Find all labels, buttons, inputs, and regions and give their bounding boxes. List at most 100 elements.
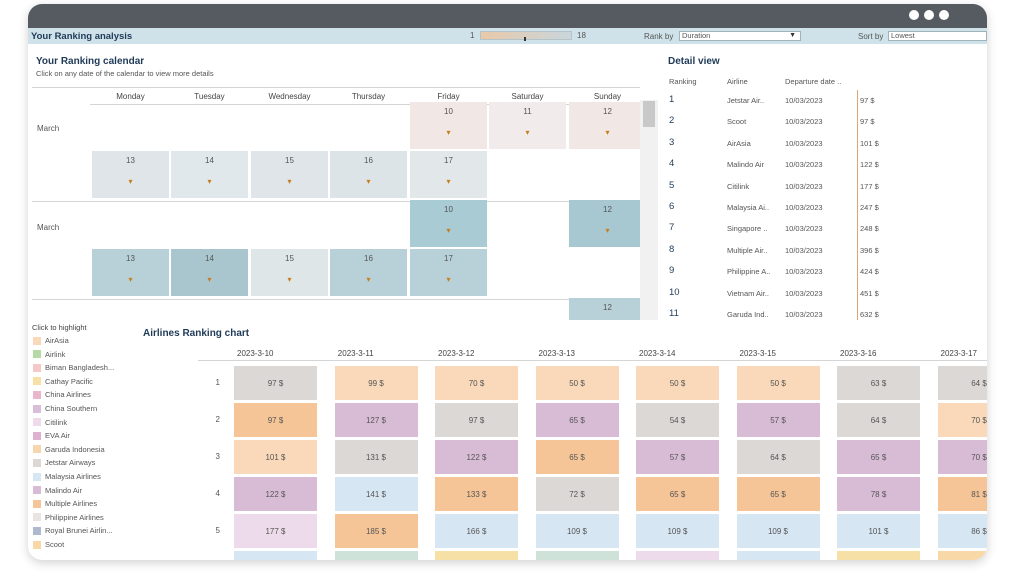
ranking-cell[interactable]: 185 $ <box>334 514 418 548</box>
calendar-day-cell[interactable]: 16 ▾ <box>330 249 407 296</box>
ranking-cell[interactable]: 65 $ <box>636 477 719 511</box>
day-header-thursday: Thursday <box>351 92 386 101</box>
detail-departure-date: 10/03/2023 <box>785 138 823 148</box>
ranking-cell[interactable]: 50 $ <box>636 366 719 400</box>
calendar-day-cell[interactable]: 12 <box>569 298 646 320</box>
ranking-cell[interactable]: 78 $ <box>837 477 920 511</box>
legend-swatch <box>33 418 41 427</box>
rank-row-label: 2 <box>215 415 220 424</box>
ranking-cell[interactable]: 70 $ <box>435 366 518 400</box>
calendar-day-cell[interactable]: 16 ▾ <box>330 151 407 198</box>
ranking-cell[interactable]: 97 $ <box>234 366 317 400</box>
calendar-day-cell[interactable]: 13 ▾ <box>92 249 169 296</box>
ranking-cell[interactable]: 141 $ <box>334 477 418 511</box>
legend-item[interactable]: China Airlines <box>33 390 91 399</box>
ranking-cell[interactable]: 122 $ <box>435 440 518 474</box>
day-number: 13 <box>126 156 135 165</box>
legend-item[interactable]: Citilink <box>33 418 67 427</box>
sort-by-select[interactable]: Lowest <box>888 31 987 41</box>
legend-item[interactable]: Malindo Air <box>33 486 82 495</box>
calendar-day-cell[interactable]: 11 ▾ <box>489 102 566 149</box>
ranking-cell[interactable]: 131 $ <box>334 440 418 474</box>
detail-price: 248 $ <box>860 224 879 234</box>
ranking-cell[interactable] <box>837 551 920 560</box>
slider-handle[interactable] <box>524 37 526 41</box>
ranking-cell[interactable]: 99 $ <box>334 366 418 400</box>
ranking-cell[interactable] <box>636 551 719 560</box>
calendar-day-cell[interactable]: 13 ▾ <box>92 151 169 198</box>
detail-price: 101 $ <box>860 138 879 148</box>
calendar-day-cell[interactable]: 15 ▾ <box>251 249 328 296</box>
detail-airline: Philippine A.. <box>727 267 771 277</box>
calendar-day-cell[interactable]: 14 ▾ <box>171 151 248 198</box>
ranking-cell[interactable]: 97 $ <box>234 403 317 437</box>
legend-item[interactable]: Royal Brunei Airlin... <box>33 526 113 535</box>
legend-item[interactable]: AirAsia <box>33 336 69 345</box>
ranking-cell[interactable]: 65 $ <box>837 440 920 474</box>
calendar-day-cell[interactable]: 17 ▾ <box>410 249 487 296</box>
rank-row-label: 5 <box>215 526 220 535</box>
ranking-cell[interactable]: 86 $ <box>937 514 987 548</box>
calendar-day-cell[interactable]: 12 ▾ <box>569 102 646 149</box>
legend-item[interactable]: Scoot <box>33 540 64 549</box>
legend-item[interactable]: Airlink <box>33 350 65 359</box>
calendar-day-cell[interactable]: 17 ▾ <box>410 151 487 198</box>
ranking-cell[interactable]: 54 $ <box>636 403 719 437</box>
calendar-day-cell[interactable]: 10 ▾ <box>410 200 487 247</box>
ranking-cell[interactable]: 97 $ <box>435 403 518 437</box>
detail-departure-date: 10/03/2023 <box>785 267 823 277</box>
ranking-cell[interactable] <box>736 551 820 560</box>
legend-item[interactable]: China Southern <box>33 404 97 413</box>
legend-item[interactable]: Biman Bangladesh... <box>33 363 114 372</box>
calendar-day-cell[interactable]: 12 ▾ <box>569 200 646 247</box>
ranking-cell[interactable]: 70 $ <box>937 440 987 474</box>
ranking-cell[interactable]: 50 $ <box>535 366 619 400</box>
ranking-cell[interactable]: 109 $ <box>736 514 820 548</box>
legend-item[interactable]: Cathay Pacific <box>33 377 93 386</box>
ranking-cell[interactable]: 101 $ <box>837 514 920 548</box>
ranking-cell[interactable] <box>234 551 317 560</box>
ranking-cell[interactable]: 64 $ <box>736 440 820 474</box>
trophy-icon: ▾ <box>207 177 212 186</box>
ranking-cell[interactable]: 57 $ <box>636 440 719 474</box>
ranking-cell[interactable]: 65 $ <box>535 440 619 474</box>
trophy-icon: ▾ <box>366 177 371 186</box>
ranking-cell[interactable] <box>535 551 619 560</box>
ranking-cell[interactable]: 81 $ <box>937 477 987 511</box>
legend-item[interactable]: Garuda Indonesia <box>33 445 105 454</box>
ranking-cell[interactable]: 72 $ <box>535 477 619 511</box>
ranking-cell[interactable]: 122 $ <box>234 477 317 511</box>
ranking-cell[interactable]: 101 $ <box>234 440 317 474</box>
calendar-day-cell[interactable]: 10 ▾ <box>410 102 487 149</box>
ranking-cell[interactable]: 64 $ <box>837 403 920 437</box>
ranking-cell[interactable]: 65 $ <box>535 403 619 437</box>
calendar-day-cell[interactable]: 15 ▾ <box>251 151 328 198</box>
legend-item[interactable]: Philippine Airlines <box>33 513 104 522</box>
scrollbar-thumb[interactable] <box>643 101 655 127</box>
legend-item[interactable]: Multiple Airlines <box>33 499 97 508</box>
calendar-day-cell[interactable]: 14 ▾ <box>171 249 248 296</box>
legend-item[interactable]: EVA Air <box>33 431 70 440</box>
ranking-cell[interactable]: 127 $ <box>334 403 418 437</box>
ranking-cell[interactable]: 64 $ <box>937 366 987 400</box>
ranking-cell[interactable] <box>334 551 418 560</box>
ranking-cell[interactable]: 177 $ <box>234 514 317 548</box>
calendar-scrollbar[interactable] <box>640 100 658 320</box>
legend-item[interactable]: Malaysia Airlines <box>33 472 101 481</box>
ranking-cell[interactable]: 50 $ <box>736 366 820 400</box>
rank-range-slider[interactable] <box>480 31 572 40</box>
rank-by-select[interactable]: Duration ▼ <box>679 31 801 41</box>
ranking-cell[interactable]: 57 $ <box>736 403 820 437</box>
ranking-cell[interactable]: 63 $ <box>837 366 920 400</box>
day-header-monday: Monday <box>116 92 145 101</box>
window-menu-dots[interactable] <box>909 10 949 20</box>
legend-item[interactable]: Jetstar Airways <box>33 458 95 467</box>
ranking-cell[interactable]: 70 $ <box>937 403 987 437</box>
ranking-cell[interactable] <box>937 551 987 560</box>
ranking-cell[interactable]: 109 $ <box>636 514 719 548</box>
ranking-cell[interactable]: 109 $ <box>535 514 619 548</box>
ranking-cell[interactable] <box>435 551 518 560</box>
ranking-cell[interactable]: 65 $ <box>736 477 820 511</box>
ranking-cell[interactable]: 133 $ <box>435 477 518 511</box>
ranking-cell[interactable]: 166 $ <box>435 514 518 548</box>
